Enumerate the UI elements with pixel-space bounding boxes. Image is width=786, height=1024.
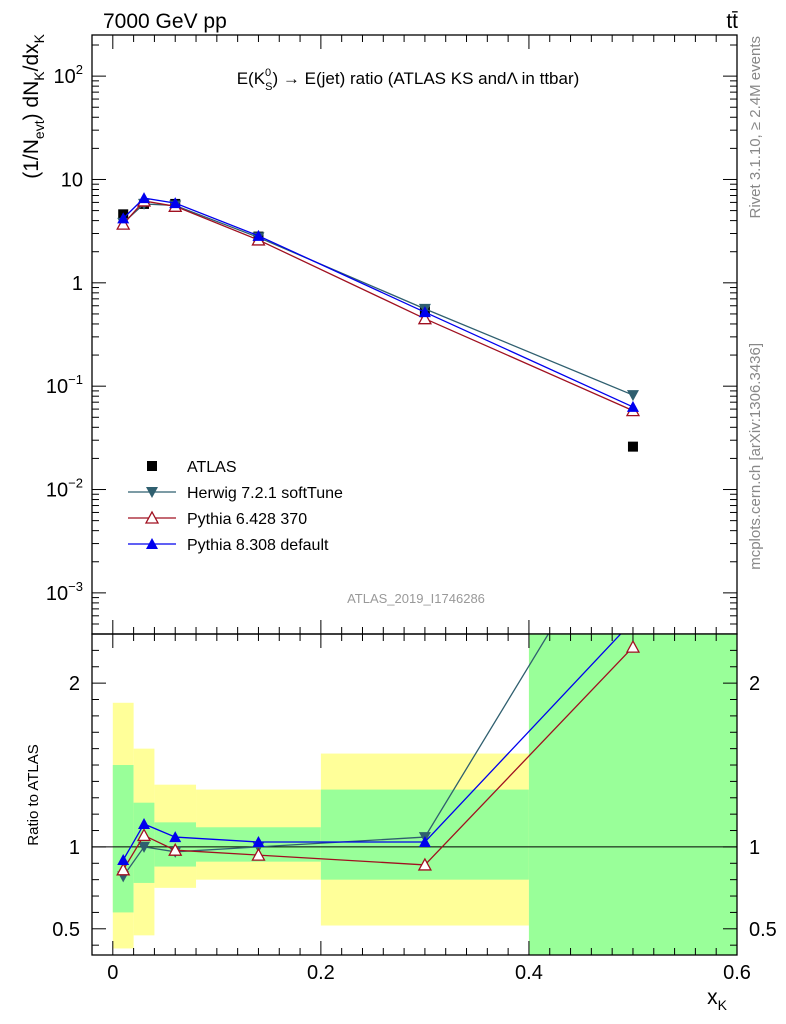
header-energy-label: 7000 GeV pp: [103, 10, 227, 33]
legend-marker-pythia-6-428-370: [144, 510, 160, 524]
ratio-panel: 0 0.2 0.4 0.6 0.5 0.5 1 1 2 2 Ratio to ATLAS xK: [25, 490, 777, 1013]
ratio-frame: [91, 633, 738, 956]
main-point-pythia-6-428-370-0: [116, 216, 131, 230]
main-point-pythia-8-308-default-3: [252, 229, 265, 241]
ratio-series-line-pythia-8-308-default: [122, 634, 622, 861]
main-point-pythia-8-308-default-4: [418, 306, 431, 318]
main-ytick-label-1: 10−2: [46, 476, 83, 502]
main-series-line-herwig-7-2-1-softtune: [122, 203, 634, 396]
ratio-ytick-label-2: 2: [69, 673, 80, 695]
legend-label-pythia-8-308-default: Pythia 8.308 default: [187, 537, 329, 554]
ratio-ytick-label-right-1: 1: [749, 837, 760, 859]
main-point-pythia-8-308-default-2: [169, 197, 182, 209]
main-panel: E(K0 S) → E(jet) ratio (ATLAS KS andΛ in …: [20, 33, 738, 635]
main-point-pythia-8-308-default-0: [117, 212, 130, 224]
legend: ATLAS Herwig 7.2.1 softTune Pythia 6.428 3…: [128, 459, 343, 554]
x-axis-label: xK: [707, 986, 728, 1013]
ratio-ytick-label-1: 1: [69, 837, 80, 859]
ratio-xtick-label-1: 0.2: [307, 962, 335, 984]
legend-label-herwig-7-2-1-softtune: Herwig 7.2.1 softTune: [187, 485, 343, 502]
main-point-atlas-5: [627, 441, 638, 452]
ratio-point-pythia-6-428-370-0: [116, 862, 131, 876]
ratio-point-herwig-7-2-1-softtune-1: [138, 841, 151, 853]
ratio-ytick-label-0: 0.5: [52, 919, 80, 941]
ratio-xtick-label-3: 0.6: [723, 962, 751, 984]
side-label-bottom: mcplots.cern.ch [arXiv:1306.3436]: [747, 343, 764, 570]
legend-marker-atlas: [147, 461, 157, 471]
ratio-xtick-label-2: 0.4: [515, 962, 543, 984]
ratio-point-herwig-7-2-1-softtune-5: [627, 490, 639, 501]
main-ytick-label-0: 10−3: [46, 579, 83, 605]
ratio-point-pythia-6-428-370-4: [417, 857, 432, 871]
ratio-ytick-label-right-2: 2: [749, 673, 760, 695]
main-point-pythia-8-308-default-1: [138, 192, 151, 204]
main-series-line-pythia-8-308-default: [122, 197, 634, 408]
main-title: E(K0 S) → E(jet) ratio (ATLAS KS andΛ in …: [237, 67, 580, 93]
ratio-series-line-pythia-6-428-370: [122, 646, 634, 871]
legend-marker-herwig-7-2-1-softtune: [146, 487, 158, 498]
side-label-top: Rivet 3.1.10, ≥ 2.4M events: [747, 36, 764, 219]
ratio-point-pythia-6-428-370-1: [136, 828, 152, 842]
ratio-series-line-herwig-7-2-1-softtune: [122, 634, 550, 877]
stat-uncertainty-band-5: [528, 634, 737, 955]
ratio-ytick-label-right-0: 0.5: [749, 919, 777, 941]
ratio-point-pythia-8-308-default-5: [627, 615, 639, 626]
ratio-point-pythia-6-428-370-3: [251, 847, 266, 861]
main-ylabel: (1/Nevt) dNK/dxK: [20, 33, 47, 178]
main-ytick-label-4: 10: [61, 169, 83, 191]
main-ytick-label-2: 10−1: [46, 372, 83, 398]
legend-marker-pythia-8-308-default: [146, 538, 158, 549]
ratio-point-pythia-8-308-default-1: [138, 817, 151, 829]
ratio-point-pythia-8-308-default-4: [418, 835, 431, 847]
main-ytick-label-3: 1: [72, 273, 83, 295]
main-point-pythia-6-428-370-4: [417, 311, 432, 325]
legend-label-atlas: ATLAS: [187, 459, 237, 476]
main-point-pythia-8-308-default-5: [626, 400, 639, 412]
legend-label-pythia-6-428-370: Pythia 6.428 370: [187, 511, 307, 528]
main-ytick-label-5: 102: [54, 62, 83, 88]
ratio-point-pythia-6-428-370-5: [625, 639, 641, 653]
stat-uncertainty-band-0: [112, 765, 134, 913]
ratio-ylabel: Ratio to ATLAS: [25, 744, 42, 845]
ratio-point-pythia-6-428-370-2: [168, 842, 183, 856]
ratio-point-pythia-8-308-default-3: [252, 835, 265, 847]
ratio-point-pythia-8-308-default-2: [169, 831, 182, 843]
main-point-herwig-7-2-1-softtune-5: [626, 390, 639, 402]
watermark: ATLAS_2019_I1746286: [347, 591, 485, 606]
ratio-point-pythia-8-308-default-0: [117, 854, 130, 866]
main-series-line-pythia-6-428-370: [122, 200, 634, 412]
ratio-xtick-label-0: 0: [107, 962, 118, 984]
header-process-label: tt̄: [726, 10, 738, 33]
